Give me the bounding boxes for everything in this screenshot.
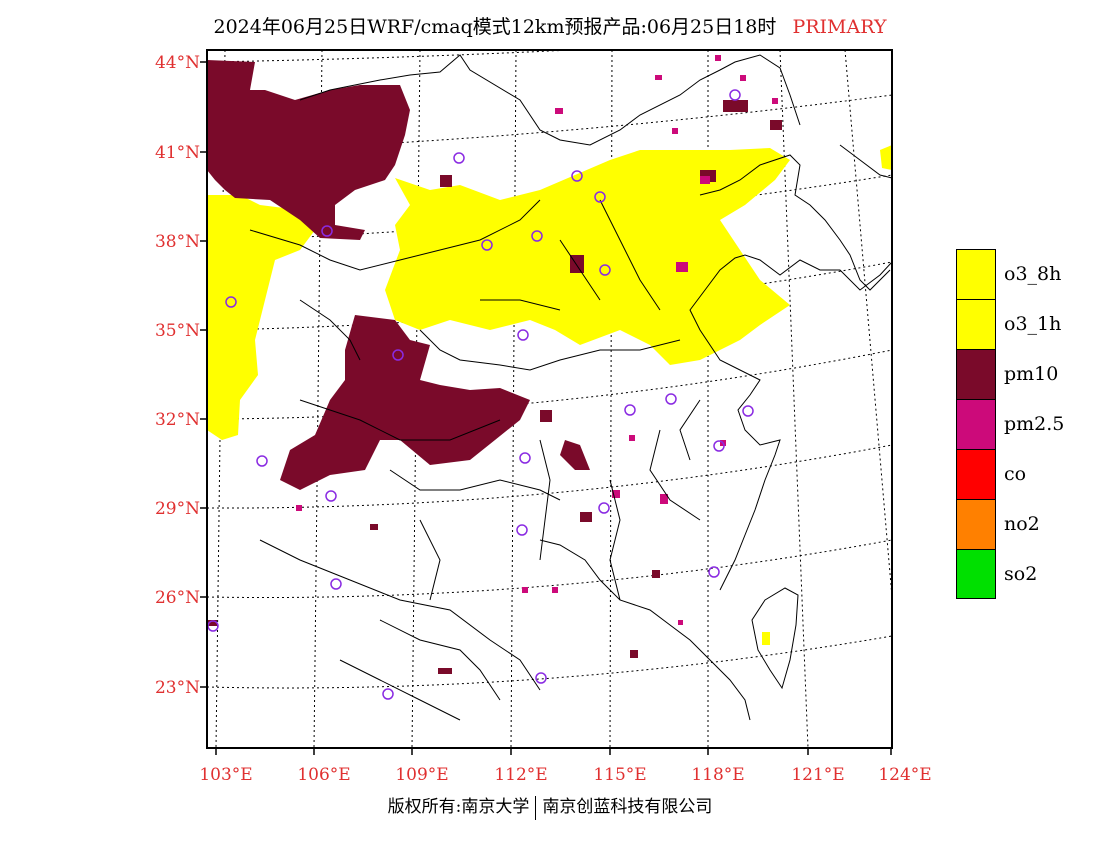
legend-label: o3_8h: [1004, 263, 1062, 285]
taiwan-outline: [751, 587, 799, 690]
lon-label: 112°E: [494, 765, 548, 785]
tick-marks: [200, 61, 892, 755]
copyright-footer: 版权所有:南京大学 南京创蓝科技有限公司: [0, 792, 1100, 820]
title-tag: PRIMARY: [792, 16, 887, 38]
lat-label: 44°N: [154, 53, 200, 73]
legend-swatch: [956, 549, 996, 599]
graticule-lat: [207, 50, 892, 689]
pm10-regions: [207, 60, 782, 674]
lon-label: 121°E: [791, 765, 845, 785]
province-lines: [249, 199, 701, 721]
map-frame: [206, 49, 893, 749]
lon-label: 109°E: [395, 765, 449, 785]
legend-item-o3-1h: o3_1h: [956, 299, 1064, 349]
legend-item-pm25: pm2.5: [956, 399, 1064, 449]
coastline-north: [699, 154, 891, 291]
lon-label: 103°E: [199, 765, 253, 785]
legend-label: so2: [1004, 563, 1038, 585]
legend-swatch: [956, 399, 996, 449]
legend-label: o3_1h: [1004, 313, 1062, 335]
legend-item-pm10: pm10: [956, 349, 1064, 399]
lat-label: 29°N: [154, 499, 200, 519]
legend-label: co: [1004, 463, 1027, 485]
pm25-regions: [296, 55, 778, 625]
lon-label: 124°E: [878, 765, 932, 785]
pm10-region-sichuan: [280, 315, 530, 490]
pm10-region-south: [560, 440, 590, 470]
boundaries: [249, 54, 892, 721]
lon-label: 115°E: [593, 765, 647, 785]
lat-label: 35°N: [154, 321, 200, 341]
legend-swatch: [956, 499, 996, 549]
o3-region-coast: [880, 145, 892, 170]
coastline: [539, 254, 892, 721]
o3-region-taiwan: [762, 632, 770, 645]
copyright-left: 版权所有:南京大学: [387, 797, 530, 817]
copyright-right: 南京创蓝科技有限公司: [542, 797, 713, 817]
legend-swatch: [956, 249, 996, 299]
station-markers: [207, 89, 754, 700]
legend-label: pm10: [1004, 363, 1059, 385]
legend-swatch: [956, 299, 996, 349]
legend: o3_8h o3_1h pm10 pm2.5 co no2 so2: [956, 249, 1064, 599]
legend-label: no2: [1004, 513, 1040, 535]
o3-region-north-china: [385, 148, 790, 365]
footer-separator: [535, 795, 537, 820]
lon-label: 118°E: [691, 765, 745, 785]
legend-item-o3-8h: o3_8h: [956, 249, 1064, 299]
o3-region-west: [207, 195, 315, 440]
pm10-region-inner-mongolia: [207, 60, 410, 240]
title-text: 2024年06月25日WRF/cmaq模式12km预报产品:06月25日18时: [213, 16, 777, 38]
lat-label: 23°N: [154, 678, 200, 698]
korea-coast: [839, 144, 892, 179]
o3-regions: [207, 145, 892, 645]
lat-label: 32°N: [154, 410, 200, 430]
lat-label: 26°N: [154, 588, 200, 608]
lat-label: 41°N: [154, 143, 200, 163]
legend-item-so2: so2: [956, 549, 1064, 599]
legend-item-no2: no2: [956, 499, 1064, 549]
legend-item-co: co: [956, 449, 1064, 499]
china-border-north: [299, 54, 801, 146]
legend-swatch: [956, 349, 996, 399]
lat-label: 38°N: [154, 232, 200, 252]
lon-label: 106°E: [297, 765, 351, 785]
legend-swatch: [956, 449, 996, 499]
legend-label: pm2.5: [1004, 413, 1065, 435]
map-title: 2024年06月25日WRF/cmaq模式12km预报产品:06月25日18时 …: [0, 12, 1100, 39]
